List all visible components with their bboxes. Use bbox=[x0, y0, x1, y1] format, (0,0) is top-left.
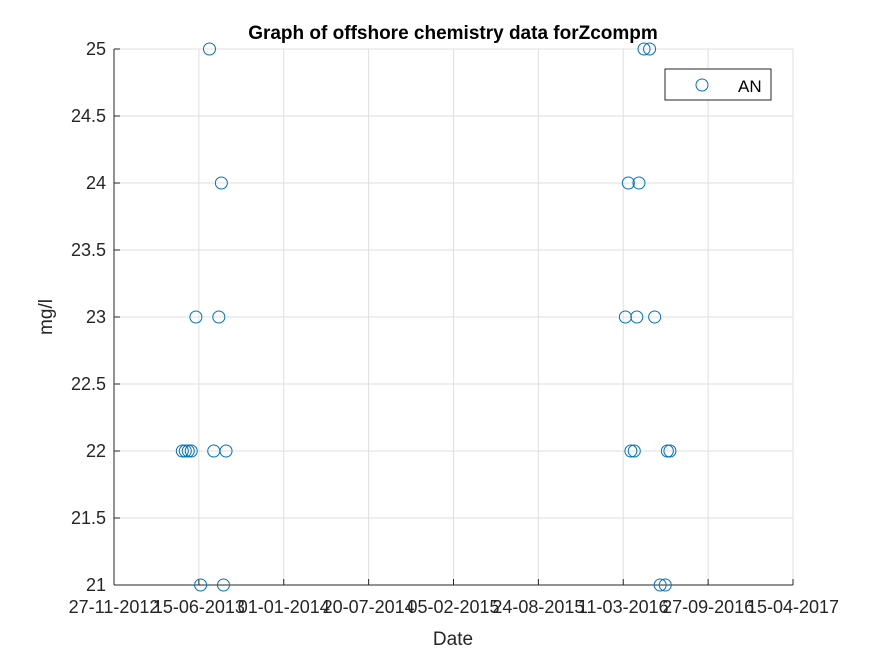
y-axis-label: mg/l bbox=[36, 299, 57, 335]
x-tick-label: 11-03-2016 bbox=[578, 597, 669, 617]
data-point bbox=[653, 578, 667, 592]
y-tick-label: 21 bbox=[86, 575, 106, 595]
legend-box bbox=[664, 68, 772, 101]
grid-lines bbox=[113, 48, 794, 586]
y-tick-labels: 21 21.5 22 22.5 23 23.5 24 24.5 25 bbox=[71, 39, 106, 595]
data-point bbox=[630, 310, 644, 324]
data-point bbox=[202, 42, 216, 56]
x-tick-label: 15-04-2017 bbox=[747, 597, 839, 617]
y-tick-label: 24.5 bbox=[71, 106, 106, 126]
y-tick-label: 25 bbox=[86, 39, 106, 59]
data-point bbox=[216, 578, 230, 592]
axes bbox=[113, 48, 794, 586]
legend-label-an: AN bbox=[738, 77, 762, 96]
x-tick-labels: 27-11-201215-06-201301-01-201420-07-2014… bbox=[69, 597, 839, 617]
x-tick-label: 24-08-2015 bbox=[492, 597, 584, 617]
data-point bbox=[632, 176, 646, 190]
series-an-markers bbox=[175, 42, 677, 592]
data-point bbox=[658, 578, 672, 592]
y-tick-label: 22.5 bbox=[71, 374, 106, 394]
y-tick-label: 23 bbox=[86, 307, 106, 327]
data-point bbox=[660, 444, 674, 458]
data-point bbox=[194, 578, 208, 592]
y-tick-label: 24 bbox=[86, 173, 106, 193]
data-point bbox=[181, 444, 195, 458]
x-tick-label: 20-07-2014 bbox=[323, 597, 415, 617]
x-tick-label: 27-09-2016 bbox=[662, 597, 754, 617]
data-point bbox=[624, 444, 638, 458]
y-tick-label: 23.5 bbox=[71, 240, 106, 260]
legend-marker-an bbox=[695, 78, 709, 92]
data-point bbox=[178, 444, 192, 458]
y-tick-label: 22 bbox=[86, 441, 106, 461]
data-point bbox=[189, 310, 203, 324]
x-axis-label: Date bbox=[433, 629, 473, 650]
data-point bbox=[175, 444, 189, 458]
data-point bbox=[621, 176, 635, 190]
x-tick-label: 27-11-2012 bbox=[69, 597, 160, 617]
legend: AN bbox=[664, 68, 772, 101]
x-tick-label: 15-06-2013 bbox=[153, 597, 245, 617]
data-point bbox=[637, 42, 651, 56]
data-point bbox=[212, 310, 226, 324]
data-point bbox=[214, 176, 228, 190]
data-point bbox=[618, 310, 632, 324]
data-point bbox=[643, 42, 657, 56]
x-tick-label: 05-02-2015 bbox=[407, 597, 499, 617]
data-point bbox=[219, 444, 233, 458]
chart-title: Graph of offshore chemistry data forZcom… bbox=[248, 23, 658, 44]
data-point bbox=[184, 444, 198, 458]
y-tick-label: 21.5 bbox=[71, 508, 106, 528]
data-point bbox=[627, 444, 641, 458]
x-tick-label: 01-01-2014 bbox=[238, 597, 330, 617]
data-point bbox=[648, 310, 662, 324]
data-point bbox=[663, 444, 677, 458]
